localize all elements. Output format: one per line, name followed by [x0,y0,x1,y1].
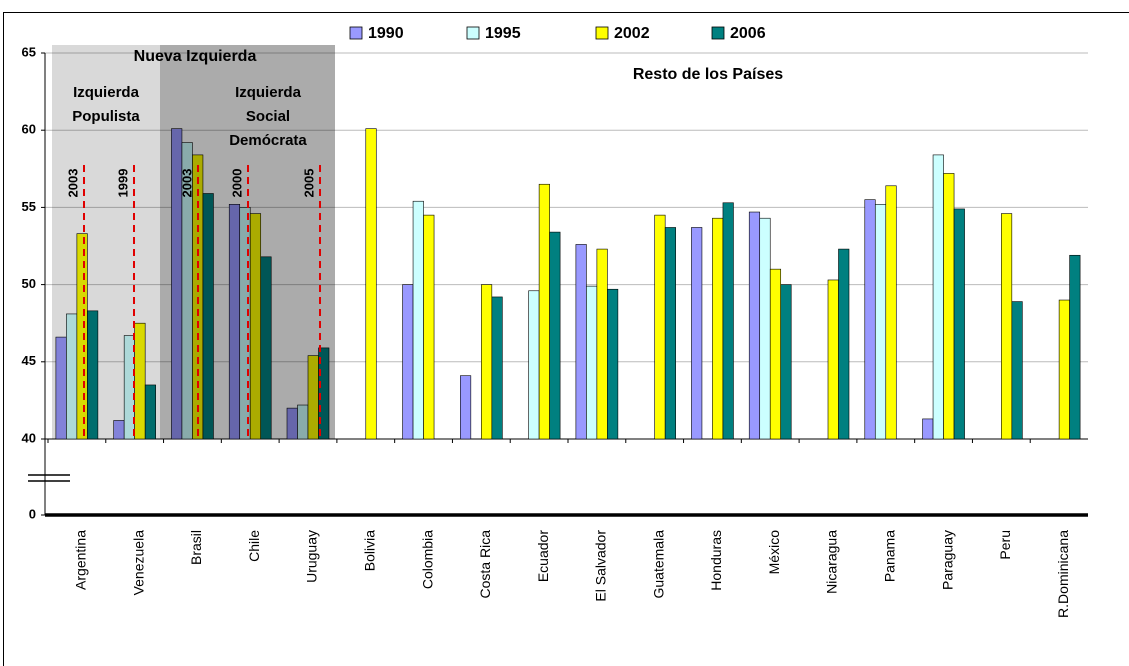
legend-swatch [349,26,363,40]
bar [885,185,897,440]
x-tick-label: Panama [881,530,897,582]
bar [596,248,608,440]
x-tick-label: R.Dominicana [1055,530,1071,618]
bar [712,217,724,440]
populist-region [52,45,160,439]
region-label: Resto de los Países [633,66,783,83]
x-tick-label: Brasil [188,530,204,565]
reform-year: 2003 [65,169,80,198]
bar [1058,299,1070,440]
y-tick-label: 65 [22,44,36,59]
bar [838,248,850,440]
bar [874,204,887,440]
bar [654,214,666,440]
reform-year: 2003 [179,169,194,198]
legend-label: 1990 [368,25,404,42]
bar [1001,213,1013,440]
y-tick-label: 45 [22,353,36,368]
bar [260,256,272,440]
legend-label: 1995 [485,25,521,42]
bar [202,193,214,440]
bar [1011,301,1023,440]
bar [780,284,792,440]
x-tick-label: Paraguay [939,530,955,590]
region-label: Izquierda [235,84,302,101]
bar [460,375,472,440]
bar [412,200,424,440]
bar [943,173,955,440]
legend-swatch [466,26,480,40]
bar [538,183,550,440]
bar [575,244,587,440]
bar [491,296,503,440]
region-label: Populista [72,108,140,125]
bar [759,217,771,440]
bar [87,310,99,440]
x-tick-label: México [766,530,782,575]
frame [3,12,1129,666]
bar [481,284,493,440]
bar [586,285,598,440]
x-tick-label: Nicaragua [824,530,840,594]
bar [607,288,619,440]
bar [144,384,156,440]
bar [664,227,676,440]
x-tick-label: Bolivia [361,530,377,571]
bar [722,202,734,440]
bar [864,199,876,440]
x-tick-label: Argentina [73,530,89,590]
bar [922,418,934,440]
bar [827,279,839,440]
bar [769,268,782,440]
reform-year: 1999 [115,169,130,198]
bar [953,208,965,440]
bar [423,214,435,440]
x-tick-label: Ecuador [535,530,551,582]
x-tick-label: Costa Rica [477,530,493,599]
bar [318,347,330,440]
x-tick-label: Chile [246,530,262,562]
reform-year: 2000 [229,169,244,198]
legend-swatch [711,26,725,40]
x-tick-label: Honduras [708,530,724,591]
region-label: Demócrata [229,132,307,149]
y-tick-label: 0 [29,506,36,521]
bar [365,128,377,440]
bar [528,290,540,440]
bar [1069,254,1081,440]
bar [402,284,414,440]
region-label: Social [246,108,290,125]
x-tick-label: Venezuela [130,530,146,596]
bar [748,211,761,440]
x-tick-label: Colombia [419,530,435,589]
y-tick-label: 60 [22,122,36,137]
bar [691,227,703,440]
legend-label: 2006 [730,25,766,42]
x-tick-label: Guatemala [650,530,666,599]
region-label: Izquierda [73,84,140,101]
x-tick-label: El Salvador [593,530,609,602]
y-tick-label: 50 [22,276,36,291]
bar [549,231,561,440]
x-tick-label: Peru [997,530,1013,560]
y-tick-label: 40 [22,430,36,445]
legend-label: 2002 [614,25,650,42]
bar [932,154,944,440]
legend-swatch [595,26,609,40]
y-tick-label: 55 [22,199,36,214]
reform-year: 2005 [301,169,316,198]
group-title: Nueva Izquierda [134,48,257,65]
x-tick-label: Uruguay [304,530,320,583]
